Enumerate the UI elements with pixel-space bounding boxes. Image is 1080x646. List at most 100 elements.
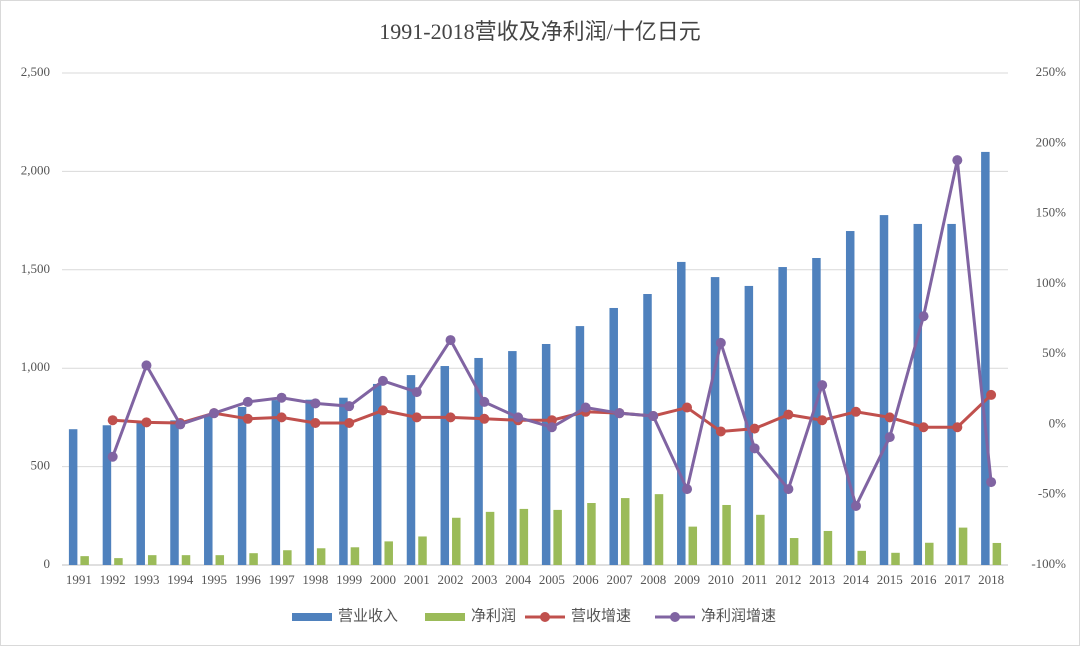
y2-tick-label: 0% bbox=[1049, 415, 1067, 430]
point bbox=[479, 396, 490, 407]
bar bbox=[958, 527, 968, 565]
legend-label: 净利润 bbox=[471, 607, 516, 624]
x-tick-label: 2011 bbox=[742, 572, 768, 587]
bar bbox=[620, 498, 630, 565]
bar bbox=[440, 366, 450, 565]
point bbox=[986, 389, 997, 400]
point bbox=[715, 426, 726, 437]
bar bbox=[519, 508, 529, 565]
point bbox=[377, 375, 388, 386]
legend-label: 净利润增速 bbox=[701, 607, 776, 624]
bar bbox=[350, 547, 360, 565]
bar bbox=[452, 517, 461, 565]
y2-tick-label: -100% bbox=[1031, 556, 1066, 571]
point bbox=[749, 443, 760, 454]
x-tick-label: 2007 bbox=[606, 572, 633, 587]
legend-label: 营业收入 bbox=[338, 607, 398, 624]
y-tick-label: 1,000 bbox=[21, 359, 50, 374]
bar bbox=[722, 504, 731, 565]
bar bbox=[891, 552, 900, 565]
point bbox=[513, 412, 524, 423]
point bbox=[377, 405, 388, 416]
point bbox=[783, 409, 794, 420]
point bbox=[715, 337, 726, 348]
x-tick-label: 2003 bbox=[471, 572, 497, 587]
x-tick-label: 1991 bbox=[66, 572, 92, 587]
point bbox=[107, 451, 118, 462]
x-tick-label: 1994 bbox=[167, 572, 194, 587]
point bbox=[546, 422, 557, 433]
bar bbox=[204, 415, 213, 565]
point bbox=[817, 380, 828, 391]
bar bbox=[215, 555, 225, 565]
x-tick-label: 1995 bbox=[201, 572, 227, 587]
point bbox=[580, 402, 591, 413]
x-tick-label: 2001 bbox=[404, 572, 430, 587]
point bbox=[749, 423, 760, 434]
point bbox=[648, 410, 659, 421]
legend-swatch bbox=[540, 612, 550, 622]
bar bbox=[845, 231, 855, 565]
x-tick-label: 1998 bbox=[302, 572, 328, 587]
x-tick-label: 2004 bbox=[505, 572, 532, 587]
x-tick-label: 2010 bbox=[708, 572, 734, 587]
bar bbox=[474, 357, 483, 565]
y-tick-label: 2,000 bbox=[21, 162, 50, 177]
y2-tick-label: 250% bbox=[1036, 64, 1067, 79]
bar bbox=[249, 553, 258, 565]
bar bbox=[147, 555, 157, 565]
x-tick-label: 2013 bbox=[809, 572, 835, 587]
bar bbox=[102, 425, 112, 565]
point bbox=[344, 418, 355, 429]
point bbox=[276, 412, 287, 423]
bar bbox=[688, 526, 698, 565]
x-tick-label: 2015 bbox=[877, 572, 903, 587]
legend-swatch bbox=[425, 613, 465, 621]
bar bbox=[654, 494, 664, 565]
bar bbox=[80, 556, 89, 565]
bar bbox=[553, 509, 562, 565]
point bbox=[918, 311, 929, 322]
bar bbox=[237, 406, 247, 565]
x-tick-label: 1996 bbox=[235, 572, 262, 587]
x-tick-label: 2008 bbox=[640, 572, 666, 587]
point bbox=[141, 360, 152, 371]
point bbox=[242, 396, 253, 407]
point bbox=[986, 477, 997, 488]
y-tick-label: 1,500 bbox=[21, 261, 50, 276]
y2-tick-label: 50% bbox=[1042, 345, 1066, 360]
bar bbox=[271, 400, 281, 565]
y2-tick-label: 150% bbox=[1036, 205, 1067, 220]
bar bbox=[643, 294, 652, 565]
bar bbox=[372, 383, 382, 565]
bar bbox=[981, 151, 990, 565]
x-tick-label: 2017 bbox=[944, 572, 971, 587]
bar bbox=[812, 257, 821, 565]
bar bbox=[508, 351, 517, 565]
point bbox=[411, 412, 422, 423]
x-tick-label: 1993 bbox=[133, 572, 159, 587]
x-tick-label: 2000 bbox=[370, 572, 396, 587]
bar bbox=[418, 536, 427, 565]
point bbox=[918, 422, 929, 433]
point bbox=[546, 415, 557, 426]
x-tick-label: 2018 bbox=[978, 572, 1004, 587]
x-tick-label: 2006 bbox=[573, 572, 600, 587]
x-tick-label: 2016 bbox=[911, 572, 938, 587]
bar bbox=[677, 261, 686, 565]
point bbox=[952, 422, 963, 433]
point bbox=[614, 408, 625, 419]
bar bbox=[823, 530, 833, 565]
bar bbox=[316, 548, 326, 565]
bar bbox=[587, 503, 596, 565]
bar bbox=[541, 343, 551, 565]
x-tick-label: 2009 bbox=[674, 572, 700, 587]
x-tick-label: 1992 bbox=[100, 572, 126, 587]
point bbox=[850, 406, 861, 417]
y-tick-label: 2,500 bbox=[21, 64, 50, 79]
x-tick-label: 1999 bbox=[336, 572, 362, 587]
point bbox=[209, 408, 220, 419]
point bbox=[682, 484, 693, 495]
bar bbox=[609, 307, 618, 565]
